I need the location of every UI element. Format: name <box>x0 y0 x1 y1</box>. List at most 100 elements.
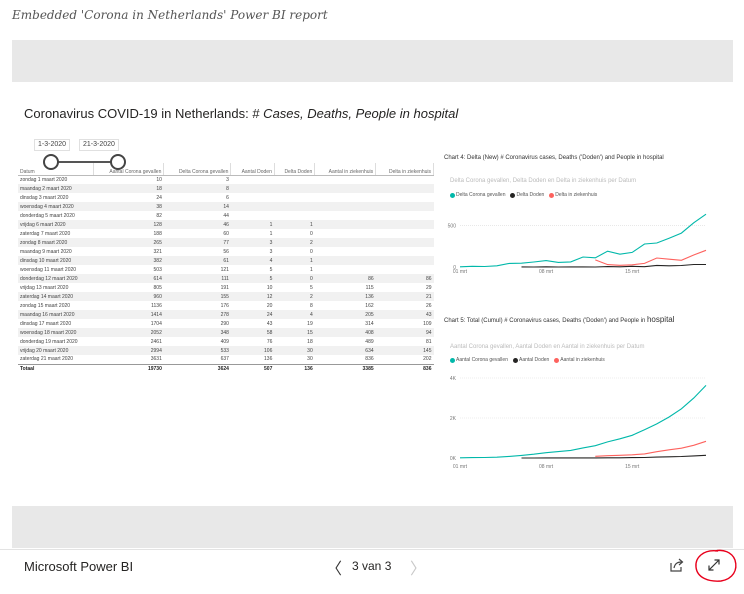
table-cell: 82 <box>156 212 162 219</box>
table-cell: 614 <box>93 274 164 283</box>
x-tick-label: 15 mrt <box>625 269 640 275</box>
table-header-row: Datum Aantal Corona gevallen Delta Corona … <box>18 163 434 176</box>
table-cell: 278 <box>163 310 231 319</box>
series-line-1 <box>521 263 706 268</box>
chart5-subtitle: Aantal Corona gevallen, Aantal Doden en … <box>450 344 645 350</box>
table-cell: donderdag 5 maart 2020 <box>20 212 75 219</box>
table-cell: 56 <box>223 248 229 255</box>
next-page-button[interactable]: 〉 <box>410 555 426 579</box>
table-cell <box>375 202 434 211</box>
table-cell: 2 <box>274 238 315 247</box>
table-row: vrijdag 6 maart 2020 128 46 1 1 <box>18 220 434 229</box>
table-cell: 348 <box>163 328 231 337</box>
table-cell: zondag 15 maart 2020 <box>20 302 71 309</box>
table-cell: 805 <box>153 284 162 291</box>
table-cell: 10 <box>156 176 162 183</box>
table-cell <box>315 247 376 256</box>
table-row: donderdag 5 maart 2020 82 44 <box>18 211 434 220</box>
table-cell: 3 <box>269 248 273 255</box>
table-cell: maandag 9 maart 2020 <box>20 248 72 255</box>
column-header[interactable]: Aantal in ziekenhuis <box>314 163 377 176</box>
y-tick-label: 500 <box>448 224 457 230</box>
table-cell: vrijdag 6 maart 2020 <box>18 220 94 229</box>
table-row: woensdag 18 maart 2020 2052 348 58 15 408 94 <box>18 328 434 337</box>
chart4-plot[interactable]: 0 500 01 mrt 08 mrt 15 mrt <box>440 205 720 275</box>
table-cell: 136 <box>314 292 376 301</box>
fullscreen-button[interactable] <box>706 557 722 573</box>
date-slider-track[interactable] <box>46 161 120 163</box>
column-header[interactable]: Aantal Corona gevallen <box>93 163 165 176</box>
x-tick-label: 01 mrt <box>453 269 468 275</box>
table-row: vrijdag 13 maart 2020 805 191 10 5 115 29 <box>18 283 434 292</box>
table-cell <box>376 211 434 220</box>
table-cell: 836 <box>365 356 374 363</box>
table-cell: 43 <box>266 320 273 327</box>
chart5-title-large: hospital <box>646 315 675 324</box>
table-cell: zondag 8 maart 2020 <box>18 238 94 247</box>
table-cell: 0 <box>309 230 313 237</box>
table-cell: 1 <box>274 256 315 265</box>
table-cell: 43 <box>375 310 434 319</box>
report-title: Coronavirus COVID-19 in Netherlands: # C… <box>24 106 458 121</box>
table-cell: 60 <box>223 230 229 237</box>
report-title-main: Coronavirus COVID-19 in Netherlands: # <box>24 106 260 121</box>
powerbi-footer-bar: Microsoft Power BI 〈 3 van 3 〉 <box>0 549 744 594</box>
slicer-end-date[interactable]: 21-3-2020 <box>79 139 119 151</box>
table-cell <box>376 247 434 256</box>
total-cell: 507 <box>230 363 275 374</box>
column-header[interactable]: Delta Doden <box>274 163 316 176</box>
fullscreen-icon <box>708 559 720 571</box>
table-cell: dinsdag 10 maart 2020 <box>18 256 94 265</box>
table-cell: 188 <box>153 230 162 237</box>
previous-page-button[interactable]: 〈 <box>326 555 342 579</box>
share-button[interactable] <box>669 557 685 573</box>
table-cell <box>375 220 434 229</box>
chart5-legend-label: Aantal Doden <box>518 357 550 363</box>
table-cell: zondag 1 maart 2020 <box>20 176 68 183</box>
table-row: zondag 1 maart 2020 10 3 <box>18 175 434 184</box>
column-header[interactable]: Delta Corona gevallen <box>163 163 232 176</box>
table-cell: 30 <box>307 356 313 363</box>
table-cell: 205 <box>314 310 376 319</box>
table-cell: 5 <box>309 284 313 291</box>
table-cell: 29 <box>425 284 432 291</box>
table-cell: 176 <box>220 302 229 309</box>
legend-dot-icon <box>554 357 560 363</box>
chevron-right-icon: 〉 <box>410 559 427 578</box>
table-cell: 314 <box>365 320 374 327</box>
chart5-plot[interactable]: 0K 2K 4K 01 mrt 08 mrt 15 mrt <box>440 370 720 470</box>
table-cell: 3631 <box>150 356 162 363</box>
table-cell <box>315 265 376 274</box>
table-cell: 1414 <box>93 310 164 319</box>
table-row: donderdag 12 maart 2020 614 111 5 0 86 86 <box>18 274 434 283</box>
table-cell: 77 <box>163 238 231 247</box>
table-row: zaterdag 14 maart 2020 960 155 12 2 136 21 <box>18 292 434 301</box>
table-cell: 489 <box>365 338 374 345</box>
table-cell: 26 <box>425 302 432 309</box>
y-tick-label: 0 <box>453 265 456 271</box>
total-cell: 3624 <box>163 363 231 374</box>
table-cell <box>231 175 274 184</box>
table-cell: dinsdag 17 maart 2020 <box>20 320 72 327</box>
table-cell: 14 <box>163 202 231 211</box>
table-cell: 20 <box>266 302 273 309</box>
table-cell: 1 <box>274 220 315 229</box>
chart4-legend-label: Delta Doden <box>516 192 545 198</box>
chart4-subtitle: Delta Corona gevallen, Delta Doden en De… <box>450 178 637 184</box>
column-header[interactable]: Datum <box>18 163 95 176</box>
chart4-legend-label: Delta in ziekenhuis <box>555 192 598 198</box>
total-cell: 836 <box>375 363 434 374</box>
table-body: zondag 1 maart 2020 10 3 maandag 2 maart 20… <box>18 175 434 364</box>
table-cell: 18 <box>93 184 164 193</box>
slicer-start-date[interactable]: 1-3-2020 <box>34 139 71 151</box>
table-cell: 24 <box>230 310 275 319</box>
table-cell: 86 <box>375 274 434 283</box>
table-cell: donderdag 19 maart 2020 <box>20 338 78 345</box>
table-cell: 3 <box>230 238 275 247</box>
table-cell: 8 <box>163 184 231 193</box>
page-indicator: 3 van 3 <box>352 559 392 573</box>
powerbi-brand[interactable]: Microsoft Power BI <box>24 559 134 574</box>
column-header[interactable]: Delta in ziekenhuis <box>375 163 434 176</box>
column-header[interactable]: Aantal Doden <box>230 163 275 176</box>
table-cell <box>376 193 434 202</box>
